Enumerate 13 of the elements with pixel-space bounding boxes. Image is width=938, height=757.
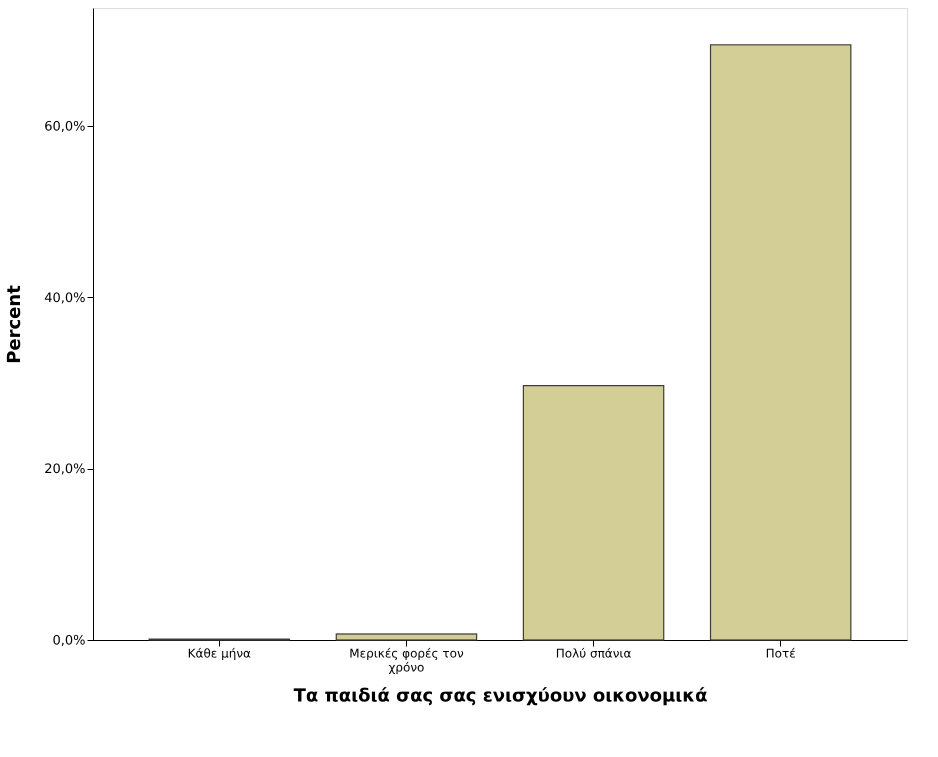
bar — [336, 633, 478, 641]
bar — [710, 44, 852, 641]
x-axis-title: Τα παιδιά σας σας ενισχύουν οικονομικά — [294, 686, 708, 706]
y-tick-label: 60,0% — [44, 120, 86, 135]
x-tick-label: Ποτέ — [766, 646, 796, 660]
y-axis-title: Percent — [4, 284, 26, 364]
bar — [522, 385, 664, 641]
x-tick-label: Μερικές φορές τον χρόνο — [349, 646, 464, 674]
y-tick-label: 20,0% — [44, 462, 86, 478]
x-tick-label: Κάθε μήνα — [188, 646, 252, 660]
y-tick-label: 0,0% — [52, 634, 86, 648]
y-tick-label: 40,0% — [44, 290, 86, 306]
x-tick-label: Πολύ σπάνια — [556, 646, 632, 660]
